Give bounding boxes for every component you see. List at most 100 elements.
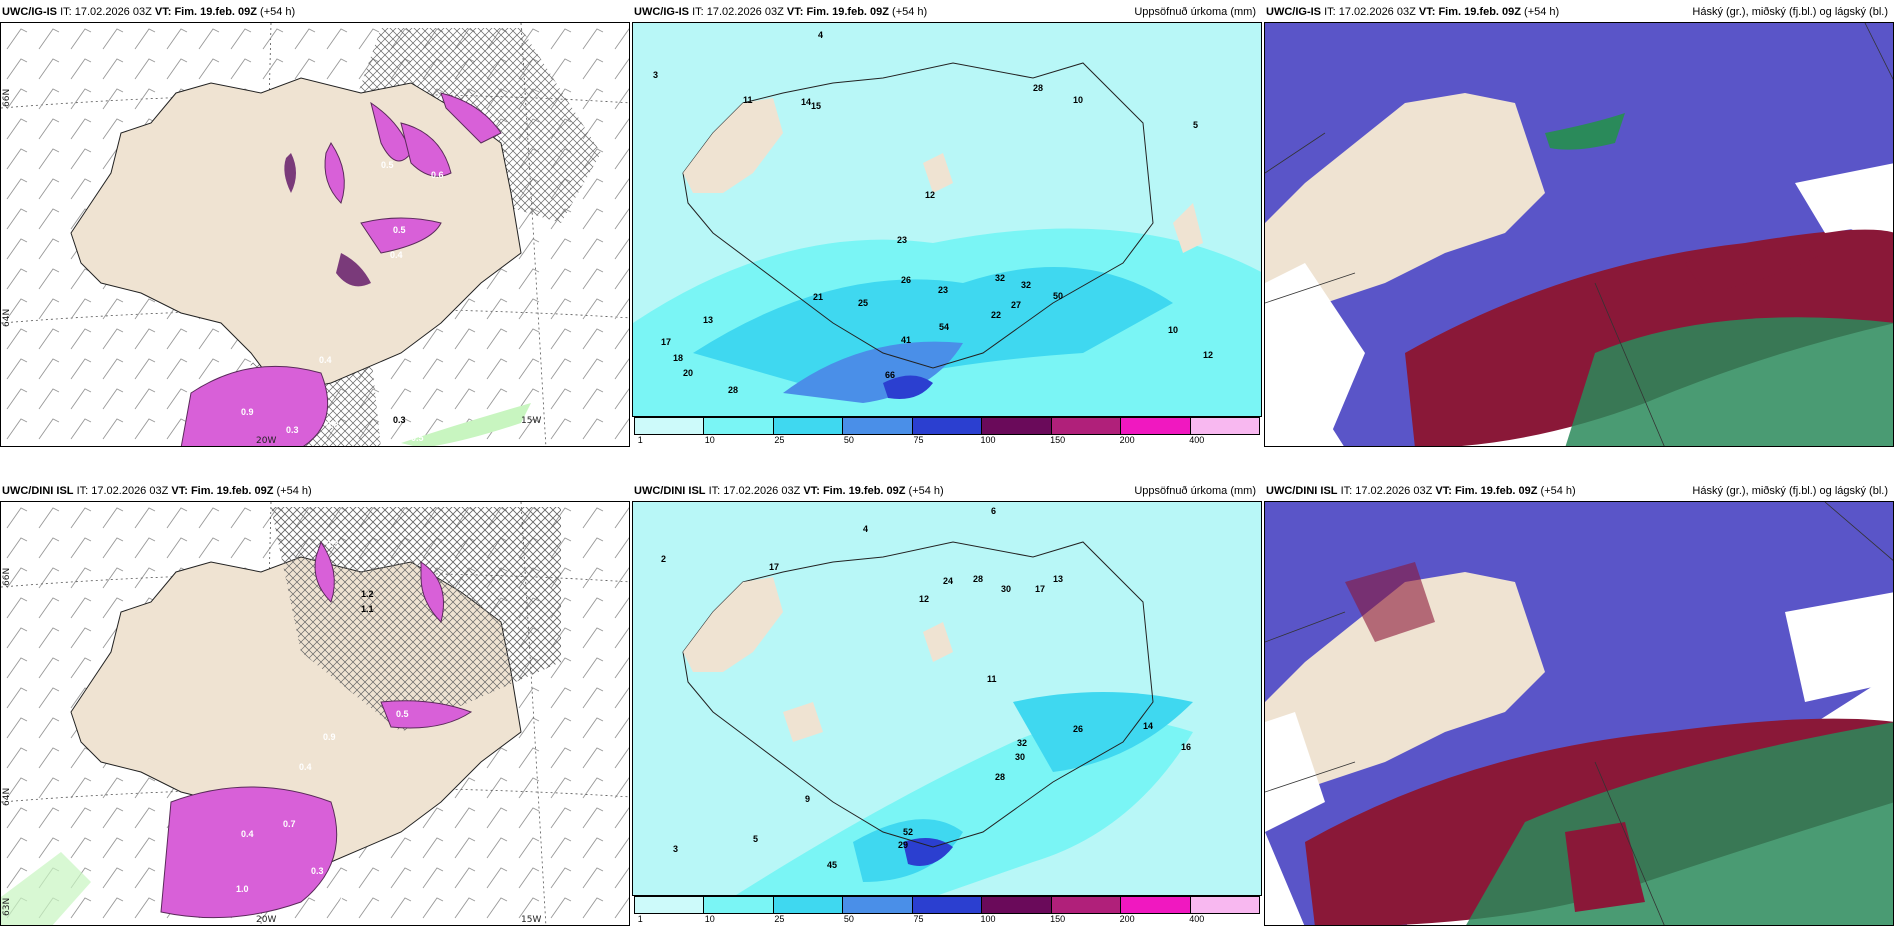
svg-text:0.4: 0.4 <box>299 762 312 772</box>
panel-top-right: UWC/IG-IS IT: 17.02.2026 03Z VT: Fim. 19… <box>1264 0 1894 447</box>
svg-text:27: 27 <box>1011 300 1021 310</box>
svg-text:21: 21 <box>813 292 823 302</box>
legend-tick-label: 25 <box>774 435 785 445</box>
svg-text:66N: 66N <box>2 89 12 107</box>
panel-top-left: UWC/IG-IS IT: 17.02.2026 03Z VT: Fim. 19… <box>0 0 630 447</box>
svg-text:15: 15 <box>811 101 821 111</box>
svg-text:28: 28 <box>728 385 738 395</box>
legend-tick-label: 200 <box>1119 435 1135 445</box>
iceland-land <box>682 62 1154 369</box>
panel-bottom-right: UWC/DINI ISL IT: 17.02.2026 03Z VT: Fim.… <box>1264 479 1894 926</box>
svg-text:0.4: 0.4 <box>241 829 254 839</box>
cloud-title: Háský (gr.), miðský (fj.bl.) og lágský (… <box>1692 6 1888 18</box>
precip-title: Uppsöfnuð úrkoma (mm) <box>1134 6 1256 18</box>
legend-swatch <box>635 418 705 434</box>
svg-text:11: 11 <box>743 95 753 105</box>
legend-swatch <box>912 897 983 913</box>
svg-text:66N: 66N <box>2 568 12 586</box>
svg-text:30: 30 <box>1015 752 1025 762</box>
svg-text:0.7: 0.7 <box>331 894 344 904</box>
svg-text:28: 28 <box>1033 83 1043 93</box>
panel-title: UWC/IG-IS IT: 17.02.2026 03Z VT: Fim. 19… <box>2 6 296 18</box>
panel-title: UWC/IG-IS IT: 17.02.2026 03Z VT: Fim. 19… <box>634 6 928 18</box>
svg-text:3: 3 <box>653 70 658 80</box>
svg-text:26: 26 <box>901 275 911 285</box>
cloud-map[interactable] <box>1264 22 1894 447</box>
svg-text:18: 18 <box>673 353 683 363</box>
svg-text:0.6: 0.6 <box>431 170 444 180</box>
precip-values: 4 3 11 14 15 23 28 10 12 5 41 54 32 66 2… <box>653 30 1213 395</box>
svg-text:12: 12 <box>1203 350 1213 360</box>
svg-text:25: 25 <box>858 298 868 308</box>
legend-swatch <box>704 897 774 913</box>
svg-text:26: 26 <box>1073 724 1083 734</box>
svg-text:2: 2 <box>661 554 666 564</box>
legend-swatch <box>704 418 774 434</box>
precip-legend <box>634 896 1260 914</box>
cloud-map[interactable] <box>1264 501 1894 926</box>
legend-swatch <box>843 418 913 434</box>
svg-text:23: 23 <box>897 235 907 245</box>
svg-text:12: 12 <box>925 190 935 200</box>
svg-text:10: 10 <box>1168 325 1178 335</box>
svg-text:45: 45 <box>827 860 837 870</box>
precip-type-values: 0.3 0.4 0.7 0.4 0.5 1.0 0.3 0.7 1.2 1.1 … <box>236 539 409 904</box>
legend-tick-label: 25 <box>774 914 785 924</box>
svg-text:15W: 15W <box>521 915 541 925</box>
svg-text:11: 11 <box>987 674 997 684</box>
svg-text:4: 4 <box>818 30 823 40</box>
legend-tick-label: 200 <box>1119 914 1135 924</box>
precip-legend <box>634 417 1260 435</box>
iceland-land <box>70 77 522 394</box>
svg-text:1.1: 1.1 <box>361 604 374 614</box>
svg-text:5: 5 <box>753 834 758 844</box>
legend-swatch <box>773 418 844 434</box>
iceland-land <box>682 541 1154 848</box>
legend-swatch <box>843 897 913 913</box>
svg-text:10: 10 <box>1073 95 1083 105</box>
legend-tick-label: 50 <box>843 435 854 445</box>
svg-text:0.9: 0.9 <box>241 407 254 417</box>
svg-text:0.4: 0.4 <box>390 250 403 260</box>
svg-text:0.5: 0.5 <box>396 709 409 719</box>
svg-text:29: 29 <box>898 840 908 850</box>
svg-text:64N: 64N <box>2 788 12 806</box>
precip-type-values: 0.4 0.5 0.3 0.8 0.6 0.5 0.9 0.4 0.3 0.5 <box>241 160 444 443</box>
legend-swatch <box>912 418 983 434</box>
precip-map[interactable]: 4 3 11 14 15 23 28 10 12 5 41 54 32 66 2… <box>632 22 1262 417</box>
svg-text:0.3: 0.3 <box>326 539 339 549</box>
svg-text:28: 28 <box>973 574 983 584</box>
legend-tick-label: 1 <box>637 435 643 445</box>
svg-text:0.5: 0.5 <box>393 225 406 235</box>
wind-precip-map[interactable]: 0.4 0.5 0.3 0.8 0.6 0.5 0.9 0.4 0.3 0.5 … <box>0 22 630 447</box>
svg-text:30: 30 <box>1001 584 1011 594</box>
svg-text:1.2: 1.2 <box>361 589 374 599</box>
svg-text:14: 14 <box>801 97 811 107</box>
svg-text:17: 17 <box>661 337 671 347</box>
svg-text:12: 12 <box>919 594 929 604</box>
svg-text:0.3: 0.3 <box>311 866 324 876</box>
svg-text:15W: 15W <box>521 416 541 426</box>
svg-text:17: 17 <box>769 562 779 572</box>
legend-swatch <box>1051 897 1122 913</box>
svg-text:0.3: 0.3 <box>286 425 299 435</box>
svg-text:52: 52 <box>903 827 913 837</box>
legend-swatch <box>773 897 844 913</box>
precip-values: 6 4 2 17 24 12 28 30 13 17 11 26 32 30 2… <box>661 506 1191 870</box>
precip-title: Uppsöfnuð úrkoma (mm) <box>1134 485 1256 497</box>
svg-text:20W: 20W <box>256 915 276 925</box>
svg-text:1.0: 1.0 <box>236 884 249 894</box>
svg-text:14: 14 <box>1143 721 1153 731</box>
legend-tick-label: 400 <box>1189 914 1205 924</box>
panel-bottom-center: UWC/DINI ISL IT: 17.02.2026 03Z VT: Fim.… <box>632 479 1262 926</box>
svg-text:32: 32 <box>1017 738 1027 748</box>
svg-text:20W: 20W <box>256 436 276 446</box>
panel-bottom-left: UWC/DINI ISL IT: 17.02.2026 03Z VT: Fim.… <box>0 479 630 926</box>
svg-text:0.3: 0.3 <box>393 415 406 425</box>
legend-tick-label: 100 <box>980 435 996 445</box>
precip-map[interactable]: 6 4 2 17 24 12 28 30 13 17 11 26 32 30 2… <box>632 501 1262 896</box>
wind-precip-map[interactable]: 0.3 0.4 0.7 0.4 0.5 1.0 0.3 0.7 1.2 1.1 … <box>0 501 630 926</box>
svg-text:50: 50 <box>1053 291 1063 301</box>
legend-swatch <box>635 897 705 913</box>
svg-text:0.5: 0.5 <box>411 433 424 443</box>
